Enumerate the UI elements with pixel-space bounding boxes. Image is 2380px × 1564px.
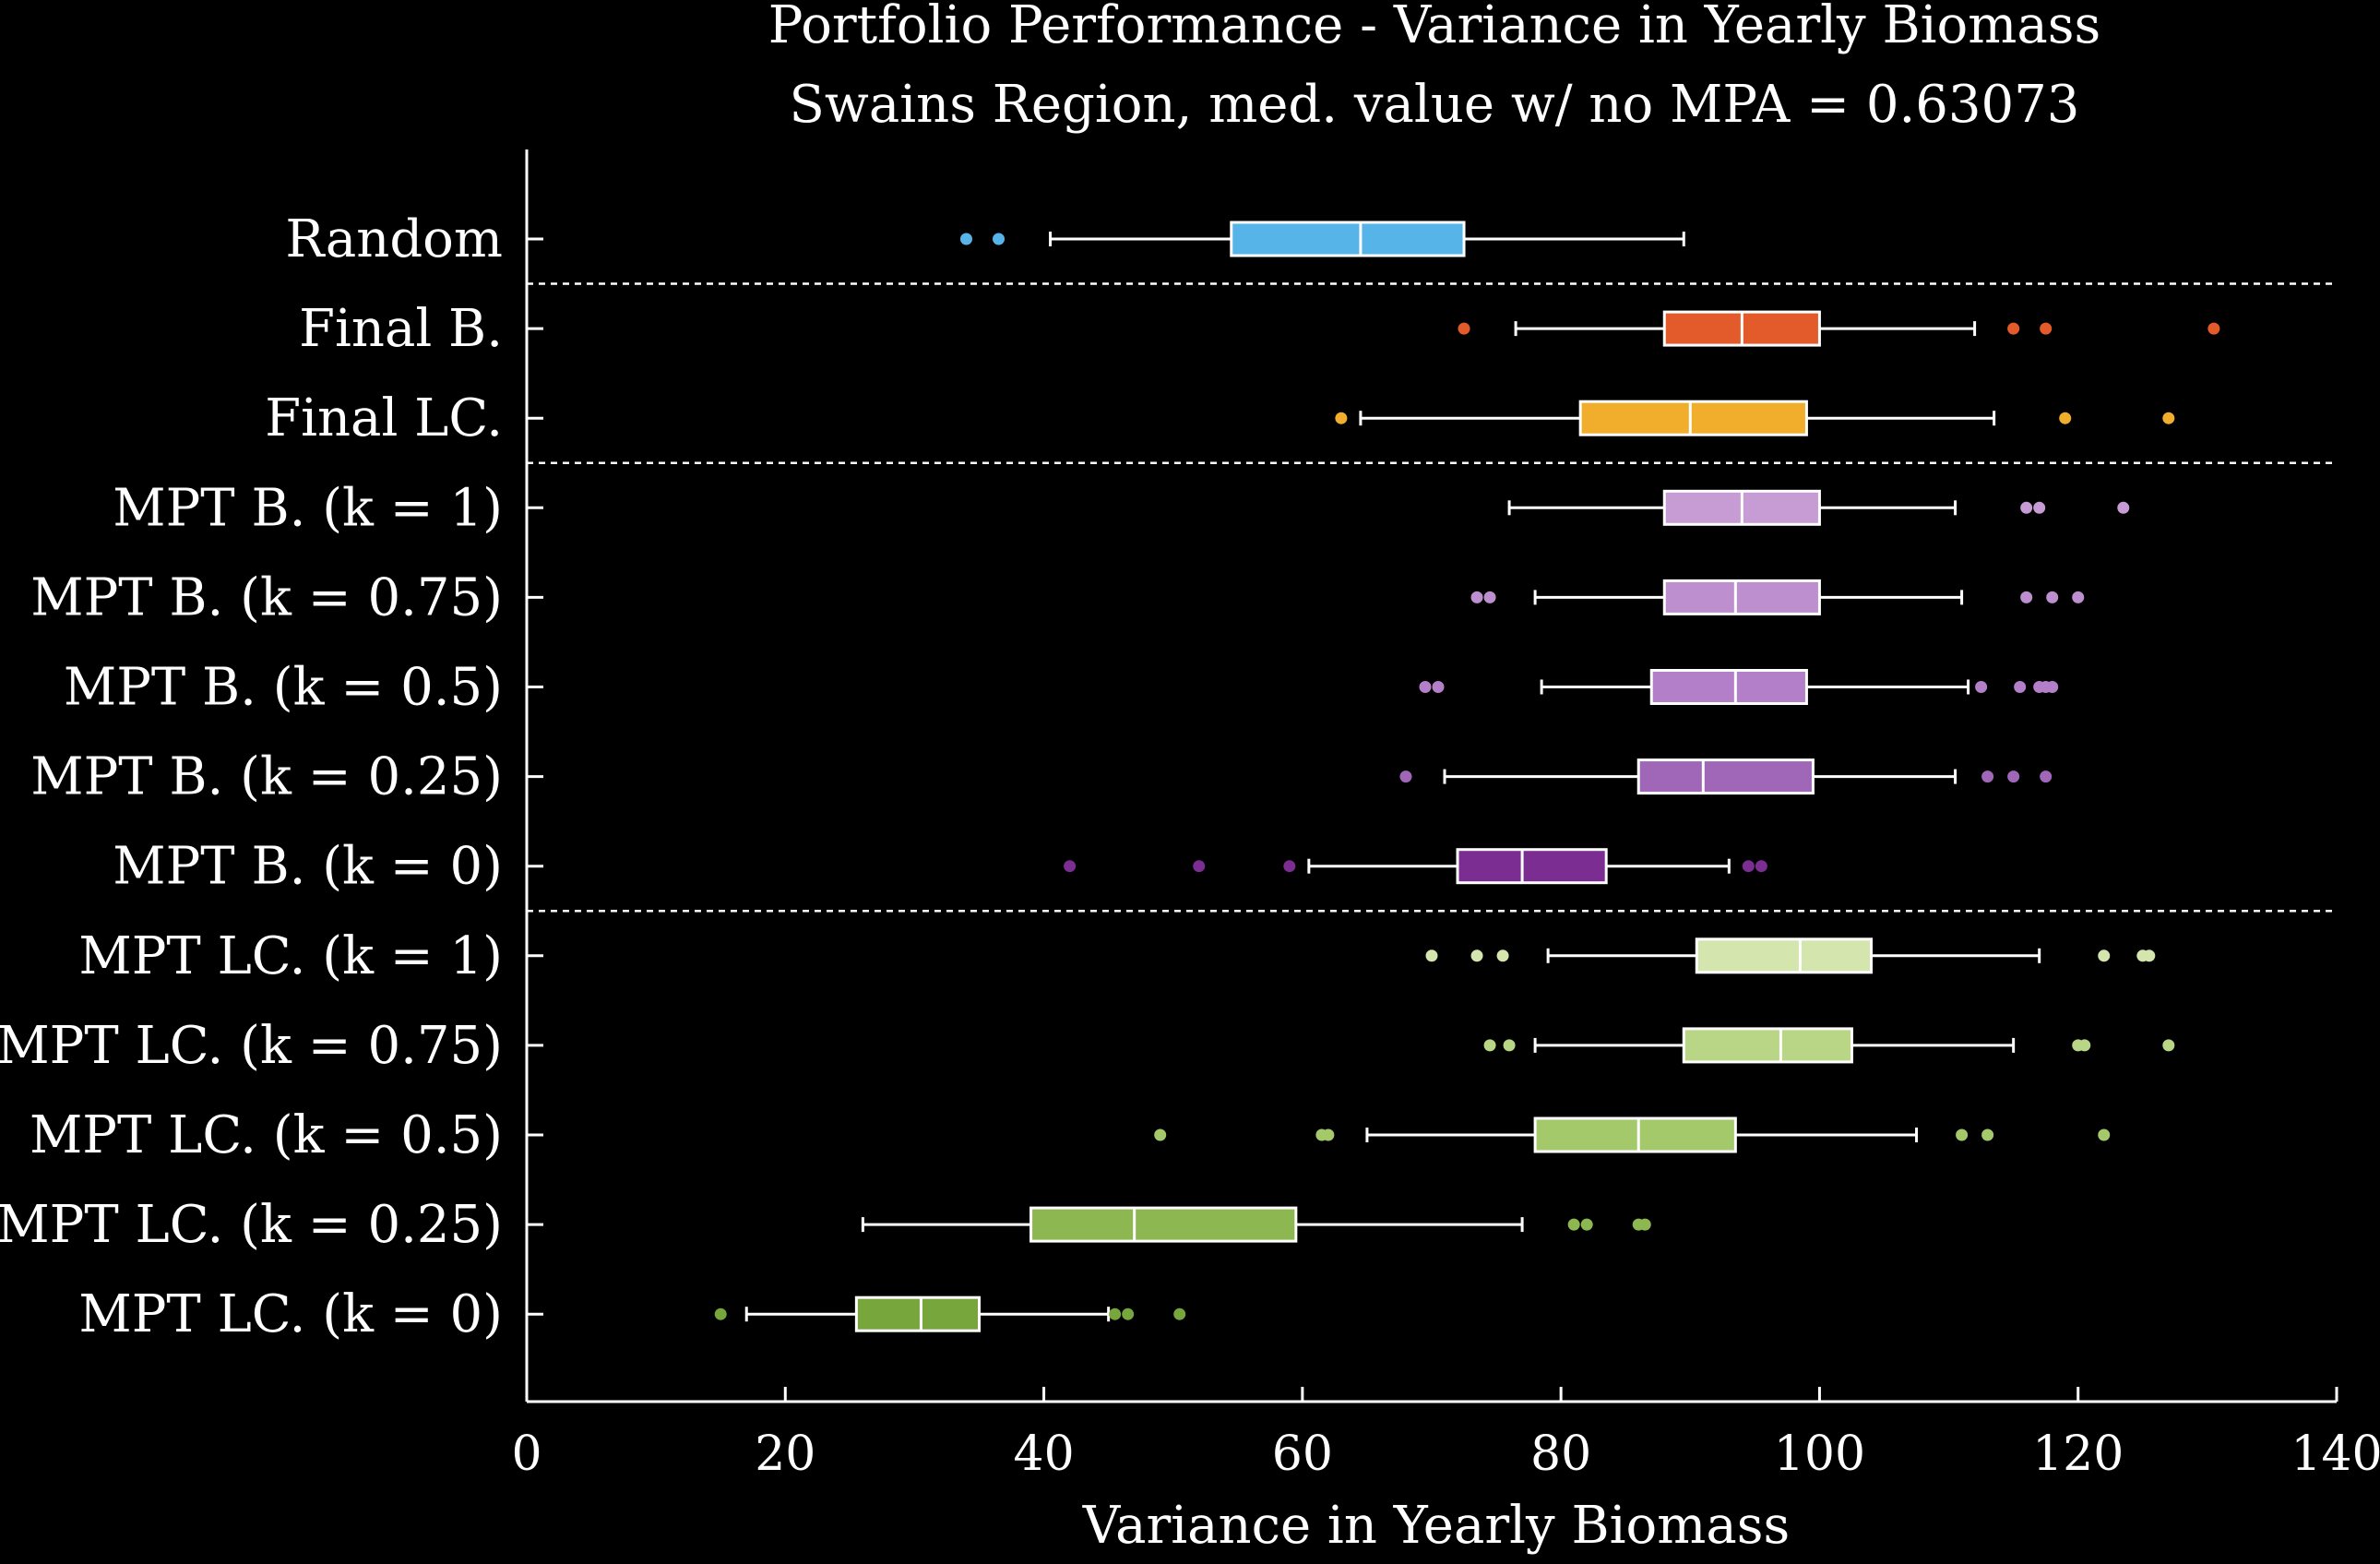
x-tick-label: 140 xyxy=(2291,1427,2380,1482)
outlier-point xyxy=(1742,860,1755,873)
outlier-point xyxy=(2143,949,2156,962)
outlier-point xyxy=(1483,591,1496,603)
y-tick-label: MPT LC. (k = 0.25) xyxy=(0,1195,503,1255)
chart-subtitle: Swains Region, med. value w/ no MPA = 0.… xyxy=(790,75,2080,135)
outlier-point xyxy=(2040,322,2053,335)
outlier-point xyxy=(1755,860,1767,873)
iqr-box xyxy=(1695,937,1873,974)
outlier-point xyxy=(1322,1128,1335,1141)
y-tick-label: MPT LC. (k = 0) xyxy=(78,1284,503,1344)
x-tick-label: 80 xyxy=(1530,1427,1591,1482)
outlier-point xyxy=(2046,591,2059,603)
outlier-point xyxy=(2207,322,2220,335)
outlier-point xyxy=(1470,591,1483,603)
outlier-point xyxy=(2098,949,2111,962)
outlier-point xyxy=(2162,412,2175,424)
outlier-point xyxy=(1193,860,1206,873)
outlier-point xyxy=(2020,501,2033,514)
outlier-point xyxy=(1496,949,1509,962)
outlier-point xyxy=(2020,591,2033,603)
outlier-point xyxy=(993,233,1006,245)
outlier-point xyxy=(1975,681,1988,693)
outlier-point xyxy=(1399,770,1412,783)
iqr-box xyxy=(1456,848,1608,885)
outlier-point xyxy=(714,1307,727,1320)
y-tick-label: Final LC. xyxy=(265,388,503,448)
x-tick-label: 20 xyxy=(755,1427,815,1482)
outlier-point xyxy=(1503,1039,1516,1052)
outlier-point xyxy=(2046,681,2059,693)
x-axis-label: Variance in Yearly Biomass xyxy=(1082,1496,1790,1556)
iqr-box xyxy=(1636,758,1815,795)
outlier-point xyxy=(1567,1218,1580,1231)
outlier-point xyxy=(1122,1307,1135,1320)
y-tick-label: MPT B. (k = 0.25) xyxy=(30,747,503,807)
y-tick-label: MPT B. (k = 1) xyxy=(113,478,503,538)
outlier-point xyxy=(2078,1039,2091,1052)
x-tick-label: 100 xyxy=(1774,1427,1865,1482)
outlier-point xyxy=(1483,1039,1496,1052)
outlier-point xyxy=(2033,501,2046,514)
outlier-point xyxy=(1956,1128,1969,1141)
y-tick-label: MPT B. (k = 0) xyxy=(113,837,503,897)
y-tick-label: MPT B. (k = 0.5) xyxy=(64,658,503,718)
outlier-point xyxy=(2040,770,2053,783)
outlier-point xyxy=(1580,1218,1593,1231)
y-tick-label: MPT LC. (k = 0.75) xyxy=(0,1016,503,1076)
outlier-point xyxy=(1432,681,1445,693)
outlier-point xyxy=(2117,501,2130,514)
y-tick-label: Random xyxy=(285,209,503,269)
outlier-point xyxy=(1335,412,1348,424)
outlier-point xyxy=(2072,591,2085,603)
iqr-box xyxy=(1533,1116,1737,1153)
outlier-point xyxy=(959,233,972,245)
outlier-point xyxy=(1981,770,1994,783)
outlier-point xyxy=(2014,681,2027,693)
x-tick-label: 60 xyxy=(1272,1427,1333,1482)
outlier-point xyxy=(2162,1039,2175,1052)
outlier-point xyxy=(1470,949,1483,962)
outlier-point xyxy=(1109,1307,1122,1320)
iqr-box xyxy=(1029,1206,1298,1243)
outlier-point xyxy=(1425,949,1438,962)
outlier-point xyxy=(2007,322,2020,335)
outlier-point xyxy=(1283,860,1296,873)
outlier-point xyxy=(1638,1218,1651,1231)
plot-area: 0 20 40 60 80 100 120 140 Random Final B. Final LC… xyxy=(0,149,2380,1482)
chart-title: Portfolio Performance - Variance in Year… xyxy=(768,0,2100,55)
iqr-box xyxy=(1682,1027,1853,1064)
y-tick-label: Final B. xyxy=(299,299,503,359)
outlier-point xyxy=(1154,1128,1167,1141)
outlier-point xyxy=(1458,322,1470,335)
outlier-point xyxy=(1419,681,1432,693)
iqr-box xyxy=(854,1295,981,1332)
iqr-box xyxy=(1662,579,1821,615)
iqr-box xyxy=(1230,221,1466,257)
y-tick-label: MPT LC. (k = 0.5) xyxy=(30,1105,503,1165)
outlier-point xyxy=(1173,1307,1186,1320)
iqr-box xyxy=(1578,400,1808,436)
y-tick-label: MPT LC. (k = 1) xyxy=(78,926,503,986)
outlier-point xyxy=(1064,860,1077,873)
outlier-point xyxy=(2007,770,2020,783)
outlier-point xyxy=(2098,1128,2111,1141)
outlier-point xyxy=(1981,1128,1994,1141)
x-tick-label: 40 xyxy=(1013,1427,1074,1482)
x-tick-label: 120 xyxy=(2032,1427,2124,1482)
iqr-box xyxy=(1649,669,1808,705)
x-tick-label: 0 xyxy=(511,1427,541,1482)
y-tick-label: MPT B. (k = 0.75) xyxy=(30,567,503,627)
outlier-point xyxy=(2059,412,2072,424)
